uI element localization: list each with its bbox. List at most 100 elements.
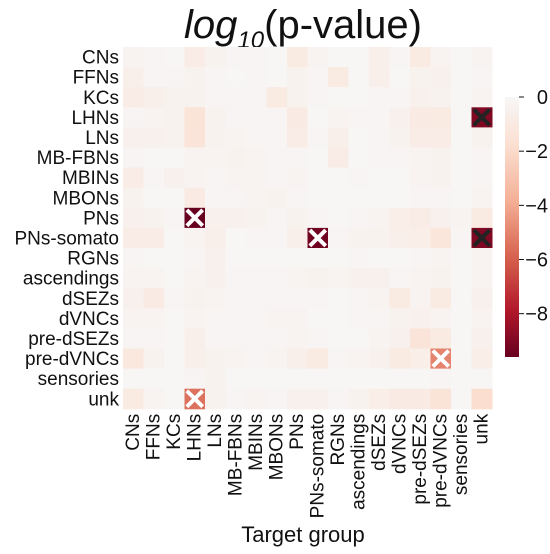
- heatmap-cell: [205, 268, 226, 289]
- heatmap-cell: [451, 388, 472, 410]
- colorbar-tick-label: −4: [525, 195, 548, 217]
- heatmap-cell: [451, 227, 472, 249]
- heatmap-cell: [287, 67, 308, 88]
- heatmap-cell: [225, 67, 247, 88]
- x-axis-label: Target group: [241, 522, 365, 547]
- heatmap-cell: [328, 328, 349, 349]
- heatmap-cell: [143, 87, 165, 108]
- heatmap-cell: [348, 268, 370, 289]
- heatmap-cell: [164, 67, 185, 88]
- heatmap-cell: [471, 187, 493, 209]
- heatmap-cell: [123, 187, 144, 209]
- heatmap-cell: [410, 127, 431, 148]
- heatmap-cell: [348, 187, 370, 209]
- heatmap-cell: [389, 308, 411, 329]
- heatmap-cell: [246, 368, 267, 390]
- heatmap-cell: [471, 207, 493, 229]
- heatmap-cell: [123, 328, 144, 349]
- y-tick-label: RGNs: [67, 249, 119, 270]
- heatmap-cell: [307, 248, 329, 269]
- heatmap-cell: [410, 147, 431, 169]
- x-tick-label: FFNs: [144, 414, 165, 460]
- y-tick-label: MBINs: [62, 168, 119, 189]
- heatmap-cell: [307, 308, 329, 329]
- heatmap-cell: [266, 147, 288, 169]
- heatmap-cell: [123, 67, 144, 88]
- heatmap-cell: [348, 47, 370, 68]
- heatmap-cell: [451, 187, 472, 209]
- heatmap-cell: [287, 368, 308, 390]
- heatmap-cell: [389, 348, 411, 370]
- heatmap-cell: [471, 328, 493, 349]
- heatmap-cell: [184, 107, 206, 128]
- heatmap-cell: [348, 328, 370, 349]
- heatmap-cell: [143, 167, 165, 189]
- heatmap-cell: [410, 348, 431, 370]
- heatmap-cell: [205, 227, 226, 249]
- title-main: log: [184, 3, 237, 47]
- heatmap-cell: [287, 147, 308, 169]
- heatmap-cell: [246, 268, 267, 289]
- heatmap-cell: [205, 107, 226, 128]
- heatmap-cell: [369, 227, 390, 249]
- heatmap-cell: [348, 348, 370, 370]
- heatmap-cell: [143, 368, 165, 390]
- heatmap-cell: [471, 127, 493, 148]
- x-tick-label: unk: [472, 413, 493, 444]
- heatmap-cell: [348, 248, 370, 269]
- heatmap-cell: [471, 167, 493, 189]
- heatmap-cell: [348, 207, 370, 229]
- heatmap-cell: [123, 127, 144, 148]
- heatmap-cell: [164, 388, 185, 410]
- heatmap-cell: [389, 227, 411, 249]
- heatmap-cell: [123, 87, 144, 108]
- heatmap-cell: [246, 288, 267, 309]
- heatmap-cell: [184, 308, 206, 329]
- heatmap-cell: [307, 187, 329, 209]
- heatmap-cell: [143, 328, 165, 349]
- colorbar-tick-label: −2: [525, 141, 548, 163]
- heatmap-cell: [389, 207, 411, 229]
- heatmap-cell: [225, 328, 247, 349]
- heatmap-cell: [266, 368, 288, 390]
- heatmap-cell: [143, 107, 165, 128]
- heatmap-cell: [307, 127, 329, 148]
- heatmap-cell: [123, 248, 144, 269]
- x-tick-labels: CNs FFNs KCs LHNs LNs MB-FBNs MBINs MBONs PNs PNs…: [123, 413, 493, 518]
- heatmap-cell: [184, 87, 206, 108]
- x-tick-label: RGNs: [328, 414, 349, 466]
- heatmap-cell: [225, 348, 247, 370]
- heatmap-cell: [410, 227, 431, 249]
- heatmap-cell: [123, 167, 144, 189]
- heatmap-cell: [307, 348, 329, 370]
- heatmap-cell: [225, 47, 247, 68]
- heatmap-cell: [389, 328, 411, 349]
- heatmap-cell: [143, 248, 165, 269]
- heatmap-cell: [430, 288, 452, 309]
- y-tick-labels: CNsFFNsKCsLHNsLNsMB-FBNsMBINsMBONsPNsPNs…: [14, 48, 119, 411]
- heatmap-cell: [451, 268, 472, 289]
- heatmap-cell: [246, 167, 267, 189]
- heatmap-cell: [369, 87, 390, 108]
- heatmap-cell: [246, 67, 267, 88]
- heatmap-cell: [246, 328, 267, 349]
- heatmap-cell: [266, 288, 288, 309]
- heatmap-cell: [471, 67, 493, 88]
- heatmap-cell: [266, 187, 288, 209]
- significance-marker: [472, 228, 492, 248]
- heatmap-cell: [369, 348, 390, 370]
- heatmap-cell: [451, 348, 472, 370]
- heatmap-cell: [328, 248, 349, 269]
- heatmap-cell: [451, 328, 472, 349]
- heatmap-cell: [225, 107, 247, 128]
- significance-marker: [431, 349, 451, 368]
- heatmap-cell: [123, 207, 144, 229]
- y-tick-label: unk: [88, 389, 119, 410]
- heatmap-cell: [369, 207, 390, 229]
- x-tick-label: PNs-somato: [308, 414, 329, 519]
- heatmap-cell: [205, 348, 226, 370]
- heatmap-cell: [430, 368, 452, 390]
- heatmap-cell: [471, 348, 493, 370]
- y-tick-label: pre-dSEZs: [28, 329, 119, 350]
- heatmap-cell: [164, 268, 185, 289]
